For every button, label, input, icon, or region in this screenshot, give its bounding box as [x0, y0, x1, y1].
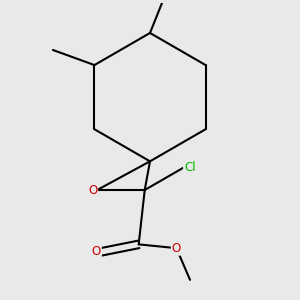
- Text: O: O: [88, 184, 97, 196]
- Text: O: O: [92, 245, 101, 258]
- Text: O: O: [172, 242, 181, 255]
- Text: Cl: Cl: [184, 161, 196, 174]
